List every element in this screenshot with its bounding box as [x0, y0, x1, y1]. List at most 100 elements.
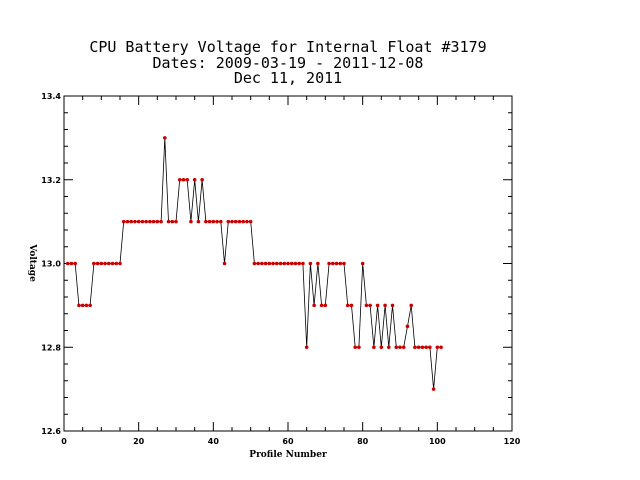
x-tick-label: 0 [61, 437, 67, 446]
data-point [174, 219, 178, 224]
data-point [155, 219, 160, 224]
data-point [394, 345, 399, 350]
data-point [103, 261, 107, 266]
chart-title-line-3: Dec 11, 2011 [234, 69, 342, 87]
data-point [170, 219, 175, 224]
data-point [245, 219, 249, 224]
data-point [304, 345, 309, 350]
data-point [222, 261, 227, 266]
data-point [200, 177, 204, 182]
data-point [398, 345, 402, 350]
data-point [263, 261, 268, 266]
data-point [312, 303, 316, 308]
data-point [181, 177, 186, 182]
data-point [248, 219, 253, 224]
data-point [278, 261, 283, 266]
y-tick-label: 13.0 [41, 260, 61, 269]
y-axis-label: Voltage [27, 243, 37, 282]
data-point [77, 303, 81, 308]
data-point [129, 219, 133, 224]
y-tick-label: 12.6 [41, 427, 61, 436]
data-point [323, 303, 328, 308]
data-point [84, 303, 89, 308]
data-point [80, 303, 85, 308]
data-point [401, 345, 406, 350]
data-point [338, 261, 343, 266]
data-point [357, 345, 361, 350]
data-point [372, 345, 376, 350]
data-point [73, 261, 77, 266]
data-point [308, 261, 313, 266]
data-point [151, 219, 156, 224]
data-point [282, 261, 287, 266]
data-point [256, 261, 260, 266]
data-point [297, 261, 302, 266]
x-tick-label: 120 [504, 437, 521, 446]
data-point [387, 345, 391, 350]
y-tick-label: 13.4 [41, 92, 61, 101]
data-point [136, 219, 141, 224]
data-point [413, 345, 417, 350]
data-point [275, 261, 279, 266]
x-axis-label: Profile Number [249, 450, 327, 460]
data-point [125, 219, 130, 224]
data-point [95, 261, 100, 266]
data-point [435, 345, 440, 350]
data-point [342, 261, 346, 266]
data-point [428, 345, 432, 350]
data-point [349, 303, 354, 308]
data-point [121, 219, 126, 224]
x-tick-label: 100 [429, 437, 446, 446]
data-point [416, 345, 421, 350]
data-point [65, 261, 70, 266]
data-point [196, 219, 201, 224]
data-point [260, 261, 264, 266]
data-point [230, 219, 234, 224]
data-point [331, 261, 335, 266]
y-tick-label: 13.2 [41, 176, 61, 185]
x-tick-label: 80 [357, 437, 369, 446]
y-tick-label: 12.8 [41, 343, 61, 352]
data-point [177, 177, 182, 182]
data-point [144, 219, 148, 224]
data-point [211, 219, 216, 224]
data-point [334, 261, 339, 266]
x-tick-label: 40 [208, 437, 220, 446]
data-point [383, 303, 387, 308]
data-point [409, 303, 414, 308]
data-point [360, 261, 365, 266]
series-voltage [65, 136, 443, 391]
data-point [289, 261, 294, 266]
data-point [379, 345, 384, 350]
data-point [92, 261, 96, 266]
data-point [327, 261, 331, 266]
chart-title-line-1: CPU Battery Voltage for Internal Float #… [89, 38, 486, 56]
data-point [252, 261, 257, 266]
y-axis: 12.6 12.8 13.0 13.2 13.4 [41, 92, 512, 436]
data-point [114, 261, 119, 266]
data-point [368, 303, 372, 308]
data-point [207, 219, 212, 224]
data-point [185, 177, 189, 182]
data-point [148, 219, 152, 224]
data-point [424, 345, 428, 350]
data-point [189, 219, 193, 224]
data-point [88, 303, 92, 308]
data-point [166, 219, 171, 224]
data-point [405, 324, 410, 329]
data-point [99, 261, 104, 266]
data-point [241, 219, 245, 224]
data-point [286, 261, 290, 266]
chart-title-line-2: Dates: 2009-03-19 - 2011-12-08 [153, 54, 424, 72]
data-point [204, 219, 208, 224]
data-point [364, 303, 369, 308]
data-point [118, 261, 122, 266]
data-point [140, 219, 145, 224]
data-point [390, 303, 395, 308]
data-point [293, 261, 298, 266]
data-point [353, 345, 358, 350]
data-point [159, 219, 163, 224]
data-point [192, 177, 197, 182]
x-axis: 0 20 40 60 80 100 120 [61, 96, 521, 446]
